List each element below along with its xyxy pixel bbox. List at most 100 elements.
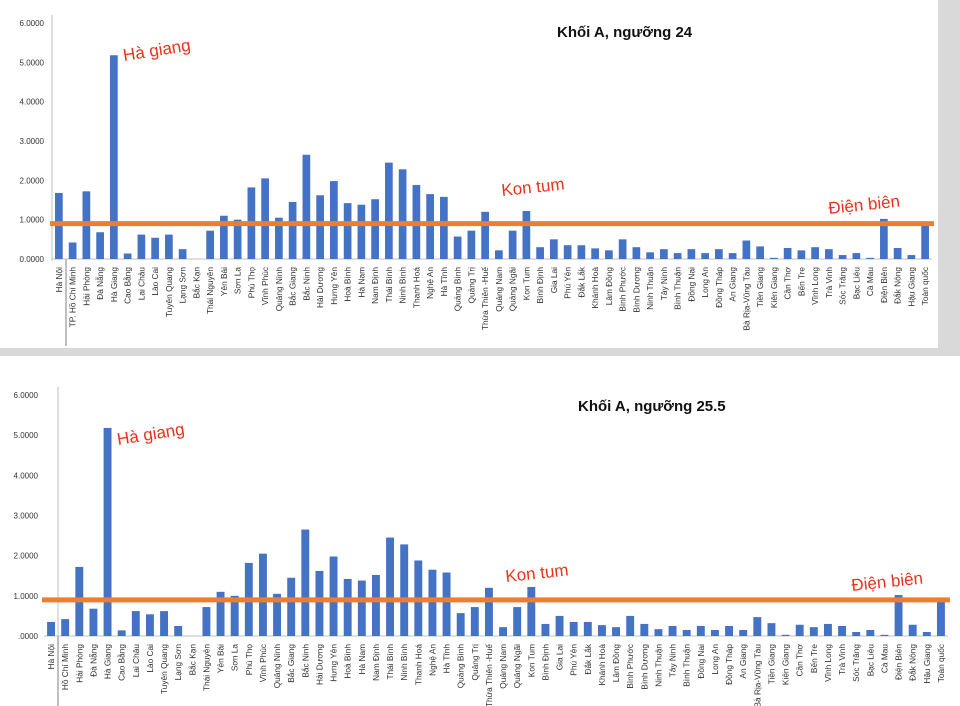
category-label: Thanh Hoá [413, 644, 423, 685]
category-label: Bắc Ninh [301, 267, 311, 301]
bar-20 [316, 195, 324, 259]
category-label: Bình Định [540, 644, 550, 681]
category-label: Phú Thọ [244, 644, 254, 676]
bar-55 [809, 627, 818, 636]
bar-25 [385, 162, 393, 259]
category-label: Bến Tre [796, 267, 806, 296]
category-label: Ninh Thuận [653, 644, 663, 687]
bar-47 [696, 625, 705, 636]
bar-64 [936, 599, 945, 636]
category-label: Lai Châu [131, 644, 141, 678]
bar-43 [632, 247, 641, 259]
bar-35 [527, 586, 536, 636]
annotation-label: Kon tum [500, 174, 565, 200]
bar-21 [329, 556, 338, 636]
category-label: Bình Phước [625, 644, 635, 689]
category-label: Bắc Giang [286, 644, 296, 683]
category-label: Vĩnh Phúc [258, 644, 268, 682]
category-label: Hà Tĩnh [439, 267, 449, 297]
category-label: Bắc Kạn [187, 644, 197, 676]
bar-59 [866, 629, 875, 636]
bar-24 [371, 199, 379, 259]
category-label: Bình Dương [639, 644, 649, 690]
category-label: Đồng Nai [686, 267, 696, 302]
category-label: Hồ Chí Minh [60, 644, 70, 690]
category-label: Sơn La [230, 644, 240, 672]
bar-5 [103, 427, 112, 636]
category-label: Quảng Trị [470, 644, 480, 681]
category-label: Toàn quốc [936, 644, 946, 682]
category-label: Bà Rịa-Vũng Tàu [741, 267, 751, 331]
bar-41 [605, 250, 613, 259]
bar-16 [261, 178, 269, 259]
category-label: Phú Yên [563, 267, 573, 299]
bar-chart-threshold-25-5: .0000 1.0000 2.0000 3.0000 4.0000 5.0000 6.000… [14, 387, 950, 706]
category-label: Quảng Nam [494, 267, 504, 312]
category-label: Hưng Yên [329, 644, 339, 682]
bar-54 [795, 624, 804, 636]
bar-24 [371, 574, 380, 636]
bar-58 [852, 631, 861, 636]
category-label: Bình Định [535, 267, 545, 304]
y-tick-label: 3.0000 [14, 512, 39, 521]
category-label: Bình Phước [618, 267, 628, 312]
category-label: Hậu Giang [922, 644, 932, 684]
bar-30 [456, 613, 465, 636]
category-label: Hải Phòng [81, 267, 91, 306]
bar-53 [781, 634, 790, 636]
chart-panel-top: 0.0000 1.0000 2.0000 3.0000 4.0000 5.0000 6.00… [0, 0, 938, 348]
bar-34 [508, 230, 517, 259]
bar-48 [701, 253, 709, 259]
bar-39 [583, 621, 592, 636]
annotation-label: Điện biên [850, 569, 923, 595]
category-label: Kon Tum [521, 267, 531, 300]
category-label: Long An [710, 644, 720, 675]
chart-title: Khối A, ngưỡng 25.5 [578, 398, 726, 415]
bar-28 [428, 569, 437, 636]
bar-52 [767, 623, 776, 636]
category-label: TP. Hồ Chí Minh [68, 267, 78, 328]
category-label: Hoà Bình [343, 644, 353, 679]
bar-39 [577, 245, 586, 259]
bar-41 [612, 627, 621, 636]
category-label: Hưng Yên [329, 267, 339, 305]
category-label: Hà Nam [357, 644, 367, 675]
category-label: Tiền Giang [755, 267, 765, 308]
category-label: Gia Lai [549, 267, 559, 293]
category-label: Sơn La [233, 267, 243, 295]
bar-49 [725, 625, 734, 636]
bar-29 [440, 196, 448, 259]
bar-14 [233, 219, 242, 259]
y-tick-label: 3.0000 [20, 137, 45, 146]
bar-19 [302, 154, 311, 259]
bar-4 [96, 232, 104, 259]
category-label: Vĩnh Long [823, 644, 833, 682]
bar-32 [484, 587, 493, 636]
category-label: Cần Thơ [795, 643, 805, 676]
bar-26 [400, 544, 409, 636]
category-label: Đắk Lắk [583, 643, 593, 674]
bar-63 [907, 255, 916, 259]
chart-title: Khối A, ngưỡng 24 [557, 24, 693, 41]
bar-37 [555, 615, 564, 636]
category-label: Quảng Ngãi [508, 267, 518, 311]
category-label: Thừa Thiên -Huế [484, 644, 494, 706]
bar-40 [591, 248, 599, 259]
bar-17 [273, 593, 282, 636]
category-label: Bắc Ninh [300, 644, 310, 678]
category-label: Lai Châu [136, 267, 146, 301]
category-label: Sóc Trăng [851, 644, 861, 682]
bar-62 [893, 247, 902, 259]
category-label: Hải Dương [314, 644, 324, 685]
bar-13 [216, 591, 225, 636]
bar-19 [301, 529, 310, 636]
category-label: Cao Bằng [117, 644, 127, 681]
bar-42 [618, 239, 627, 259]
bar-9 [165, 234, 173, 259]
bar-60 [866, 257, 874, 259]
bar-23 [357, 204, 366, 259]
category-label: Quảng Ninh [272, 644, 282, 689]
annotation-label: Hà giang [116, 420, 186, 449]
category-label: Quảng Bình [453, 267, 463, 312]
category-label: Ninh Bình [399, 644, 409, 681]
